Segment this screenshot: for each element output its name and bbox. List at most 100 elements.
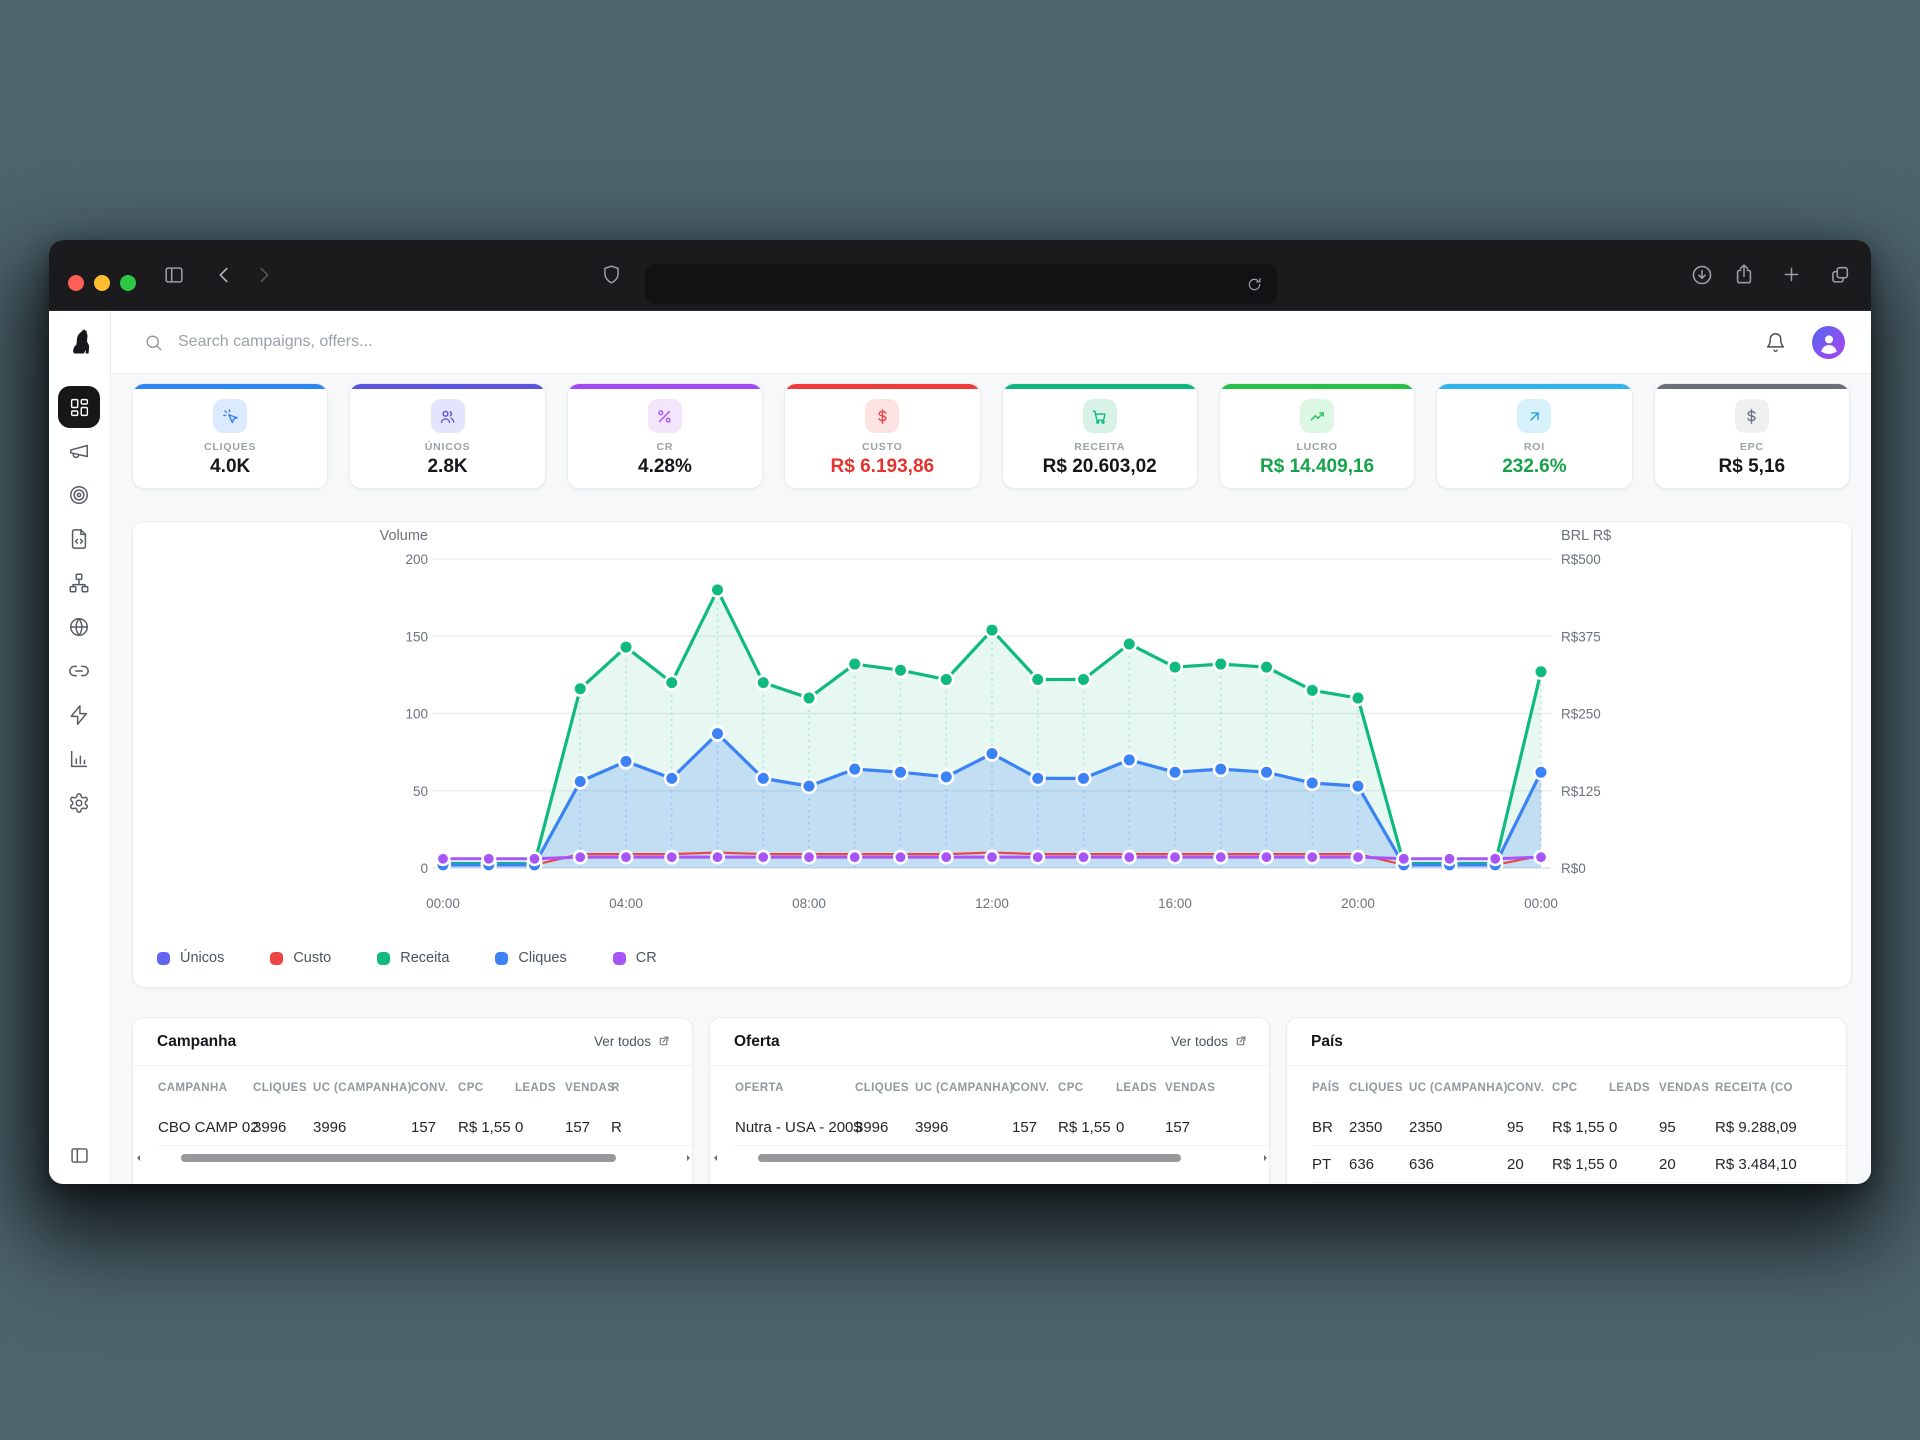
legend-item-custo[interactable]: Custo: [270, 950, 331, 966]
legend-item-cr[interactable]: CR: [612, 950, 657, 966]
sidebar-item-settings[interactable]: [58, 782, 100, 824]
table-cell: 2350: [1409, 1118, 1443, 1136]
kpi-card-receita[interactable]: RECEITA R$ 20.603,02: [1001, 383, 1198, 489]
legend-item-receita[interactable]: Receita: [377, 950, 449, 966]
legend-item-únicos[interactable]: Únicos: [157, 950, 224, 966]
sidebar-item-bar-chart[interactable]: [58, 738, 100, 780]
column-header: UC (CAMPANHA): [313, 1081, 412, 1094]
sidebar-item-file-code[interactable]: [58, 518, 100, 560]
sidebar-item-zap[interactable]: [58, 694, 100, 736]
reload-icon[interactable]: [1246, 276, 1263, 293]
download-icon[interactable]: [1691, 264, 1713, 286]
column-header: CLIQUES: [855, 1081, 909, 1094]
horizontal-scrollbar[interactable]: [133, 1150, 692, 1166]
column-header: LEADS: [1116, 1081, 1157, 1094]
table-cell: R$ 1,55: [1552, 1118, 1605, 1136]
app-logo-dog-icon[interactable]: [49, 311, 110, 373]
kpi-accent-bar: [133, 384, 328, 389]
address-bar[interactable]: [645, 264, 1277, 304]
avatar[interactable]: [1812, 325, 1845, 359]
forward-icon[interactable]: [253, 264, 275, 286]
column-header: CPC: [458, 1081, 484, 1094]
kpi-card-roi[interactable]: ROI 232.6%: [1436, 383, 1633, 489]
external-link-icon: [1234, 1035, 1247, 1048]
svg-text:200: 200: [405, 552, 428, 567]
sidebar-item-network[interactable]: [58, 562, 100, 604]
target-icon: [68, 484, 90, 506]
table-row[interactable]: BR 2350 2350 95 R$ 1,55 0 95 R$ 9.288,09: [1312, 1109, 1846, 1146]
sidebar-collapse-icon[interactable]: [58, 1137, 100, 1173]
table-cell: R$ 1,55: [458, 1118, 511, 1136]
svg-text:00:00: 00:00: [1524, 896, 1558, 911]
trend-up-icon: [1300, 399, 1335, 433]
ver-todos-link[interactable]: Ver todos: [1171, 1034, 1247, 1049]
users-icon: [430, 399, 465, 433]
column-header: CONV.: [1507, 1081, 1545, 1094]
scroll-right-icon[interactable]: [682, 1152, 692, 1164]
kpi-card-custo[interactable]: CUSTO R$ 6.193,86: [784, 383, 981, 489]
kpi-card-cr[interactable]: CR 4.28%: [566, 383, 764, 489]
scrollbar-thumb[interactable]: [181, 1154, 616, 1162]
close-button[interactable]: [68, 275, 84, 291]
table-row[interactable]: PT 636 636 20 R$ 1,55 0 20 R$ 3.484,10: [1312, 1146, 1846, 1183]
kpi-label: CLIQUES: [204, 441, 257, 453]
legend-label: Únicos: [180, 950, 225, 966]
table-cell: CBO CAMP 02: [158, 1118, 259, 1136]
horizontal-scrollbar[interactable]: [710, 1150, 1269, 1166]
svg-text:100: 100: [405, 707, 428, 722]
megaphone-icon: [68, 440, 90, 462]
share-icon[interactable]: [1733, 263, 1755, 285]
scroll-left-icon[interactable]: [710, 1152, 722, 1164]
table-cell: 157: [1165, 1118, 1191, 1136]
legend-label: Receita: [400, 950, 450, 966]
column-header: UC (CAMPANHA): [915, 1081, 1014, 1094]
globe-icon: [68, 616, 90, 638]
table-cell: 636: [1349, 1155, 1375, 1173]
svg-text:50: 50: [413, 784, 428, 799]
tab-overview-icon[interactable]: [1829, 264, 1851, 286]
back-icon[interactable]: [213, 264, 235, 286]
sidebar-item-layout-dashboard[interactable]: [58, 386, 100, 428]
kpi-accent-bar: [1002, 384, 1197, 389]
sidebar-item-link[interactable]: [58, 650, 100, 692]
table-row[interactable]: Nutra - USA - 200$ 3996 3996 157 R$ 1,55 0 157: [735, 1109, 1269, 1146]
kpi-card-únicos[interactable]: ÚNICOS 2.8K: [349, 383, 546, 489]
column-header: CPC: [1058, 1081, 1084, 1094]
svg-text:08:00: 08:00: [792, 896, 826, 911]
svg-text:R$125: R$125: [1561, 784, 1601, 799]
minimize-button[interactable]: [94, 275, 110, 291]
table-cell: R$ 1,55: [1058, 1118, 1111, 1136]
kpi-card-lucro[interactable]: LUCRO R$ 14.409,16: [1218, 383, 1416, 489]
scroll-left-icon[interactable]: [133, 1152, 145, 1164]
table-cell: 3996: [915, 1118, 949, 1136]
kpi-value: 4.28%: [638, 456, 692, 477]
traffic-chart: 200 R$500 150 R$375 100 R$250 50 R$125 0 R$0 Volum…: [380, 528, 1612, 911]
network-icon: [68, 572, 90, 594]
table-row[interactable]: CBO CAMP 02 3996 3996 157 R$ 1,55 0 157 R: [158, 1109, 692, 1146]
svg-text:12:00: 12:00: [975, 896, 1009, 911]
app-header: [111, 311, 1871, 374]
scrollbar-thumb[interactable]: [758, 1154, 1181, 1162]
table-cell: R$ 3.484,10: [1715, 1155, 1797, 1173]
sidebar-item-megaphone[interactable]: [58, 430, 100, 472]
kpi-card-cliques[interactable]: CLIQUES 4.0K: [132, 383, 329, 489]
kpi-label: CUSTO: [862, 441, 903, 453]
new-tab-icon[interactable]: [1781, 264, 1802, 285]
sidebar-item-target[interactable]: [58, 474, 100, 516]
column-header: CAMPANHA: [158, 1081, 228, 1094]
ver-todos-link[interactable]: Ver todos: [594, 1034, 670, 1049]
link-icon: [68, 660, 90, 682]
notifications-bell-icon[interactable]: [1765, 332, 1786, 353]
zoom-button[interactable]: [120, 275, 136, 291]
zap-icon: [68, 704, 90, 726]
search-input[interactable]: [176, 332, 600, 352]
kpi-accent-bar: [785, 384, 980, 389]
scroll-right-icon[interactable]: [1259, 1152, 1269, 1164]
table-cell: 157: [411, 1118, 437, 1136]
legend-swatch: [270, 951, 284, 965]
sidebar-toggle-icon[interactable]: [163, 264, 185, 286]
sidebar-item-globe[interactable]: [58, 606, 100, 648]
kpi-card-epc[interactable]: EPC R$ 5,16: [1653, 383, 1850, 489]
legend-item-cliques[interactable]: Cliques: [495, 950, 567, 966]
column-header: VENDAS: [565, 1081, 616, 1094]
